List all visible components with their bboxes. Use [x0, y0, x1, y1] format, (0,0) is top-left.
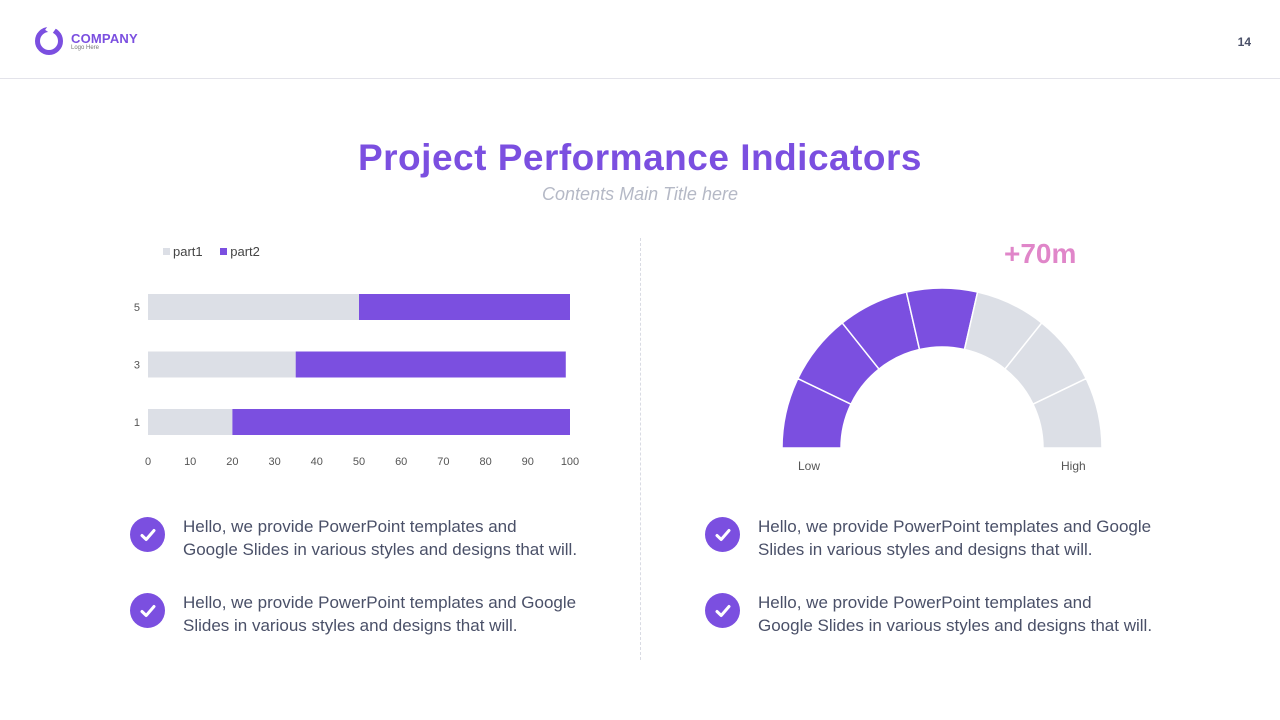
y-tick-label: 3: [134, 360, 140, 372]
legend-item-part2: part2: [220, 244, 260, 259]
x-tick-label: 90: [522, 456, 534, 468]
bullet-text: Hello, we provide PowerPoint templates a…: [758, 593, 1153, 635]
check-icon: [705, 517, 740, 552]
gauge-chart: [781, 287, 1103, 449]
bar-part2-3: [295, 351, 566, 378]
bullet-item: Hello, we provide PowerPoint templates a…: [705, 593, 1152, 637]
check-icon: [705, 593, 740, 628]
legend-swatch: [220, 248, 228, 255]
y-tick-label: 5: [134, 302, 140, 314]
legend-label: part1: [173, 244, 203, 259]
bar-part2-1: [232, 409, 570, 435]
x-tick-label: 60: [395, 456, 407, 468]
header-bar: COMPANY Logo Here 14: [0, 0, 1280, 79]
legend-swatch: [163, 248, 170, 255]
x-tick-label: 50: [353, 456, 365, 468]
x-tick-label: 100: [561, 456, 579, 468]
page-subtitle: Contents Main Title here: [542, 184, 738, 204]
logo-name: COMPANY: [71, 31, 138, 46]
logo-subtitle: Logo Here: [71, 45, 100, 51]
bar-part1-1: [148, 409, 233, 435]
bullet-text: Hello, we provide PowerPoint templates a…: [183, 593, 577, 635]
bar-part1-5: [148, 294, 359, 320]
x-tick-label: 80: [479, 456, 491, 468]
bullet-item: Hello, we provide PowerPoint templates a…: [130, 593, 576, 637]
check-icon: [130, 593, 165, 628]
x-tick-label: 10: [184, 456, 196, 468]
legend-label: part2: [230, 244, 260, 259]
bullet-text: Hello, we provide PowerPoint templates a…: [183, 517, 578, 559]
bar-part1-3: [148, 351, 296, 378]
x-tick-label: 20: [226, 456, 238, 468]
bullet-item: Hello, we provide PowerPoint templates a…: [705, 517, 1151, 561]
page-number: 14: [1237, 35, 1251, 49]
chart-legend: part1 part2: [163, 243, 274, 259]
page-title: Project Performance Indicators: [357, 137, 923, 178]
gauge-low-label: Low: [798, 459, 821, 473]
check-icon: [130, 517, 165, 552]
y-tick-label: 1: [134, 417, 140, 429]
bar-part2-5: [359, 294, 570, 320]
legend-item-part1: part1: [163, 244, 203, 259]
bullet-text: Hello, we provide PowerPoint templates a…: [758, 517, 1152, 559]
column-divider: [640, 238, 641, 660]
x-tick-label: 30: [268, 456, 280, 468]
gauge-value: +70m: [1004, 238, 1077, 269]
bullet-item: Hello, we provide PowerPoint templates a…: [130, 517, 577, 561]
x-tick-label: 0: [145, 456, 151, 468]
x-tick-label: 40: [311, 456, 323, 468]
x-tick-label: 70: [437, 456, 449, 468]
gauge-segment-7: [1031, 377, 1103, 449]
gauge-high-label: High: [1061, 459, 1086, 473]
